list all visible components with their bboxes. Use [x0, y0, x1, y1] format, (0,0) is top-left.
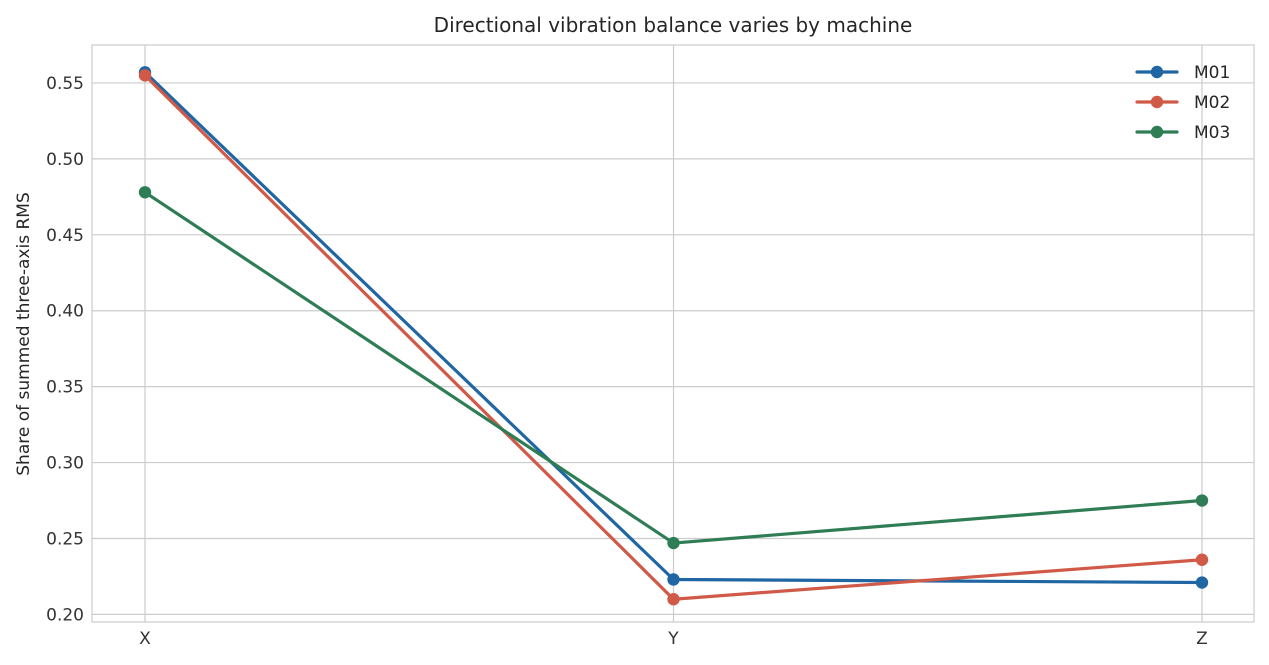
- series-m02: [138, 69, 1209, 606]
- y-tick-label: 0.50: [46, 150, 84, 170]
- legend-marker: [1150, 125, 1164, 139]
- x-tick-label: X: [139, 629, 151, 649]
- y-tick-label: 0.40: [46, 302, 84, 322]
- y-tick-label: 0.45: [46, 226, 84, 246]
- y-tick-label: 0.30: [46, 454, 84, 474]
- y-tick-label: 0.20: [46, 605, 84, 625]
- legend-item: M03: [1135, 123, 1230, 143]
- data-point: [1195, 553, 1209, 566]
- series-lines: [138, 66, 1209, 606]
- series-m03: [138, 186, 1209, 550]
- axis-ticks: 0.20 0.25 0.30 0.35 0.40 0.45 0.50 0.55 X Y Z: [46, 74, 1208, 649]
- x-tick-label: Z: [1196, 629, 1208, 649]
- y-axis-label: Share of summed three-axis RMS: [14, 192, 34, 476]
- legend: M01 M02 M03: [1135, 63, 1230, 143]
- data-point: [667, 593, 680, 606]
- y-tick-label: 0.55: [46, 74, 84, 94]
- legend-item: M01: [1135, 63, 1230, 83]
- data-point: [1195, 576, 1209, 589]
- legend-marker: [1150, 95, 1164, 109]
- data-point: [667, 536, 680, 550]
- plot-frame: [91, 44, 1255, 623]
- legend-label: M01: [1194, 63, 1230, 83]
- legend-marker: [1150, 65, 1164, 79]
- y-tick-label: 0.35: [46, 378, 84, 398]
- legend-label: M02: [1194, 93, 1230, 113]
- chart-title: Directional vibration balance varies by …: [434, 13, 913, 37]
- grid: [92, 45, 1254, 622]
- data-point: [138, 186, 152, 199]
- legend-label: M03: [1194, 123, 1230, 143]
- y-tick-label: 0.25: [46, 529, 84, 549]
- data-point: [138, 69, 152, 82]
- data-point: [1195, 494, 1209, 507]
- x-tick-label: Y: [667, 629, 679, 649]
- legend-item: M02: [1135, 93, 1230, 113]
- data-point: [667, 573, 680, 586]
